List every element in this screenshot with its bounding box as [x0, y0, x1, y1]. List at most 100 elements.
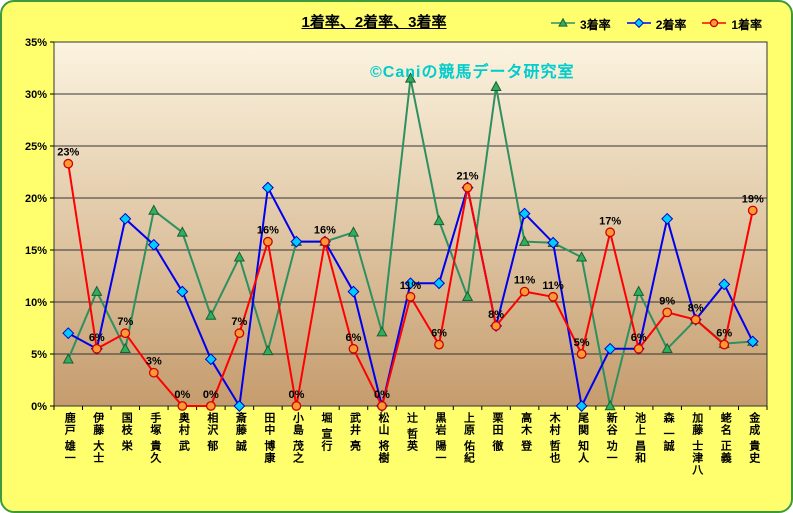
data-point-2着率 — [261, 181, 274, 194]
data-point-1着率 — [434, 339, 444, 350]
data-point-2着率 — [119, 212, 132, 225]
data-label: 19% — [742, 193, 764, 205]
data-point-1着率 — [320, 236, 330, 247]
data-label: 11% — [400, 280, 422, 292]
data-label: 17% — [599, 215, 621, 227]
data-point-1着率 — [234, 328, 245, 339]
data-label: 0% — [374, 389, 390, 401]
data-point-2着率 — [62, 327, 75, 340]
x-axis-label: 森 一誠 — [662, 412, 675, 453]
data-label: 6% — [431, 328, 447, 340]
triangle-marker-icon — [550, 17, 576, 32]
data-point-3着率 — [347, 226, 360, 237]
x-axis-label: 相沢 郁 — [205, 412, 218, 453]
chart-title: 1着率、2着率、3着率 — [301, 14, 447, 31]
data-label: 8% — [488, 309, 504, 321]
legend-item-3rd-rate: 3着率 — [550, 16, 611, 33]
data-point-2着率 — [575, 400, 588, 412]
data-point-1着率 — [91, 343, 102, 354]
y-axis-label: 10% — [25, 297, 47, 309]
data-point-3着率 — [576, 251, 588, 262]
x-axis-label: 新谷 功一 — [605, 412, 618, 465]
data-point-3着率 — [604, 399, 616, 411]
data-point-3着率 — [490, 80, 502, 91]
data-point-3着率 — [461, 290, 474, 302]
data-point-1着率 — [348, 343, 359, 354]
data-point-2着率 — [404, 277, 417, 290]
watermark: ©Caniの競馬データ研究室 — [370, 64, 575, 81]
data-point-1着率 — [719, 339, 730, 350]
data-point-3着率 — [233, 251, 245, 262]
data-point-1着率 — [605, 227, 616, 238]
data-point-3着率 — [205, 309, 217, 320]
legend-label-1st-rate: 1着率 — [731, 18, 763, 32]
x-axis-label: 松山 将樹 — [376, 412, 389, 465]
x-axis-label: 小島 茂之 — [291, 412, 304, 465]
y-axis-label: 20% — [25, 193, 47, 205]
legend-item-1st-rate: 1着率 — [701, 16, 762, 33]
data-point-2着率 — [661, 212, 674, 225]
x-axis-label: 加藤 士津八 — [690, 412, 703, 477]
data-point-2着率 — [204, 353, 217, 366]
data-label: 6% — [716, 328, 732, 340]
data-point-1着率 — [148, 367, 159, 378]
diamond-marker-icon — [626, 17, 652, 32]
data-label: 0% — [288, 389, 304, 401]
data-point-1着率 — [690, 314, 701, 325]
data-point-3着率 — [376, 326, 388, 337]
plot-background — [53, 41, 768, 407]
legend: 3着率 2着率 1着率 — [550, 16, 762, 33]
data-label: 3% — [146, 356, 162, 368]
data-point-1着率 — [120, 328, 131, 339]
data-point-1着率 — [576, 349, 587, 359]
data-point-1着率 — [291, 401, 302, 411]
x-axis-label: 金成 貴史 — [747, 412, 760, 465]
y-axis-label: 5% — [31, 349, 47, 361]
data-point-2着率 — [433, 277, 445, 290]
x-axis-label: 上原 佑紀 — [462, 412, 475, 465]
data-point-2着率 — [746, 335, 759, 348]
data-point-1着率 — [262, 236, 273, 247]
data-point-2着率 — [718, 278, 731, 291]
data-point-3着率 — [661, 342, 673, 354]
legend-marker-shape — [558, 17, 568, 27]
data-label: 6% — [346, 332, 362, 344]
x-axis-label: 斎藤 誠 — [234, 412, 247, 453]
x-axis-label: 手塚 貴久 — [148, 412, 161, 465]
data-point-3着率 — [62, 353, 74, 364]
legend-item-2nd-rate: 2着率 — [626, 16, 686, 33]
data-label: 16% — [257, 225, 279, 237]
data-label: 7% — [117, 316, 133, 328]
circle-marker-icon — [701, 17, 727, 32]
data-point-2着率 — [233, 400, 246, 412]
data-label: 6% — [89, 332, 105, 344]
data-label: 8% — [688, 303, 704, 315]
data-label: 11% — [542, 280, 564, 292]
data-point-2着率 — [176, 285, 189, 298]
x-axis-label: 高木 登 — [519, 412, 532, 453]
x-axis-label: 辻 哲英 — [405, 412, 418, 453]
data-point-1着率 — [63, 158, 74, 169]
data-point-1着率 — [462, 182, 473, 193]
x-axis-label: 国枝 栄 — [120, 412, 133, 453]
data-label: 23% — [57, 147, 79, 159]
data-point-2着率 — [347, 285, 360, 298]
data-point-1着率 — [633, 343, 644, 354]
data-point-3着率 — [148, 204, 160, 215]
data-point-2着率 — [290, 235, 303, 248]
data-point-1着率 — [519, 286, 530, 297]
data-point-3着率 — [404, 72, 417, 83]
data-point-2着率 — [604, 342, 617, 355]
y-axis-label: 35% — [25, 37, 47, 49]
data-label: 0% — [203, 389, 219, 401]
data-point-2着率 — [547, 236, 560, 249]
data-point-1着率 — [205, 401, 216, 411]
data-point-1着率 — [177, 401, 188, 411]
y-axis-label: 25% — [25, 141, 47, 153]
data-point-2着率 — [147, 238, 160, 251]
y-axis-label: 15% — [25, 245, 47, 257]
y-axis-label: 0% — [31, 401, 47, 413]
data-point-2着率 — [518, 207, 531, 220]
